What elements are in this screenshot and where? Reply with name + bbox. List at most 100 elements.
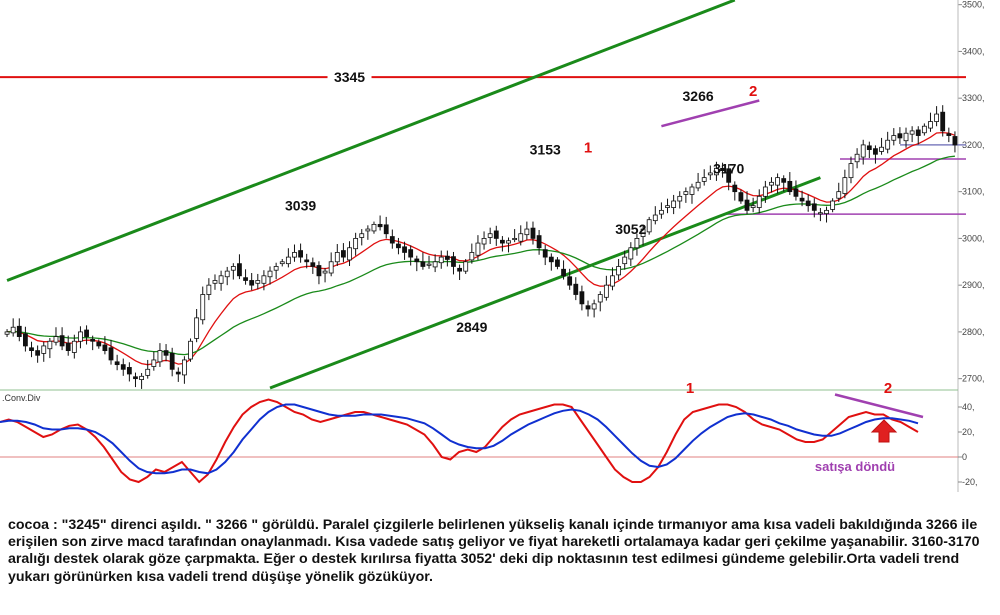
candle-body	[23, 333, 28, 347]
candle-body	[389, 236, 395, 244]
price-tick-label: 3200,	[962, 140, 985, 150]
macd-tick-label: 20,	[962, 427, 975, 437]
candle-body	[139, 375, 144, 380]
candle-body	[616, 266, 621, 276]
price-tick-label: 3300,	[962, 93, 985, 103]
candle-body	[304, 259, 310, 263]
candle-body	[555, 259, 560, 267]
candle-body	[597, 294, 603, 303]
candle-body	[212, 280, 218, 284]
candle-body	[408, 249, 414, 258]
candle-body	[860, 144, 866, 158]
price-annotation: 3170	[713, 160, 744, 176]
candle-body	[347, 247, 352, 261]
signal-line	[0, 403, 919, 475]
channel-upper-line	[6, 0, 736, 282]
candle-body	[4, 331, 10, 335]
candle-body	[603, 284, 609, 298]
candle-body	[169, 353, 175, 370]
candle-body	[512, 238, 518, 241]
candle-body	[689, 186, 695, 195]
price-annotation: 3345	[334, 69, 365, 85]
candle-body	[781, 178, 787, 183]
candle-body	[469, 252, 475, 261]
candle-body	[879, 146, 884, 152]
candle-body	[365, 228, 371, 232]
candle-body	[573, 283, 579, 295]
candle-body	[108, 347, 114, 361]
candle-body	[659, 209, 664, 215]
candle-body	[891, 135, 897, 141]
candle-body	[707, 172, 713, 176]
candle-body	[946, 133, 952, 136]
candle-body	[873, 148, 878, 155]
candle-body	[341, 250, 346, 258]
price-tick-label: 2700,	[962, 374, 985, 384]
candle-body	[805, 200, 811, 207]
candle-body	[96, 341, 102, 347]
price-tick-label: 2900,	[962, 280, 985, 290]
candle-body	[218, 275, 224, 284]
candle-body	[928, 121, 933, 129]
candle-body	[744, 199, 750, 211]
candle-body	[952, 136, 958, 146]
candle-body	[353, 238, 359, 250]
candle-body	[818, 212, 823, 215]
candle-body	[438, 256, 444, 264]
candle-body	[530, 227, 536, 239]
candle-body	[854, 153, 860, 163]
candle-body	[567, 276, 573, 286]
chart-svg: 3500, 3400, 3300, 3200, 3100, 3000, 2900, 2800,…	[0, 0, 985, 492]
macd-annotation-satis: satışa döndü	[815, 459, 895, 474]
candle-body	[701, 177, 707, 182]
candle-body	[762, 186, 768, 197]
candle-body	[732, 184, 738, 193]
candle-body	[90, 338, 96, 342]
candle-body	[273, 266, 279, 271]
candle-body	[463, 261, 469, 272]
candle-body	[224, 270, 230, 278]
candle-body	[414, 258, 420, 263]
candle-body	[775, 177, 780, 186]
candle-body	[133, 376, 138, 380]
candle-body	[328, 261, 334, 274]
candle-body	[579, 291, 585, 305]
candle-body	[267, 270, 273, 278]
candle-body	[500, 239, 505, 244]
price-tick-label: 3500,	[962, 0, 985, 10]
candle-body	[243, 277, 248, 281]
candle-body	[756, 195, 762, 208]
candle-body	[457, 267, 462, 272]
candle-body	[230, 266, 236, 271]
sell-signal-arrow-icon	[870, 419, 898, 443]
candle-body	[793, 188, 799, 197]
candle-body	[750, 205, 756, 208]
candle-body	[536, 235, 542, 249]
candle-body	[542, 249, 548, 258]
candle-body	[16, 325, 22, 337]
candle-body	[175, 371, 181, 375]
candle-body	[426, 263, 432, 266]
macd-divergence-line	[834, 393, 924, 419]
price-annotation: 3052	[615, 221, 646, 237]
candle-body	[420, 261, 426, 267]
candle-body	[652, 214, 658, 222]
candle-body	[35, 350, 41, 356]
candle-body	[285, 256, 291, 265]
candle-body	[524, 228, 530, 236]
candle-body	[292, 252, 297, 258]
candle-body	[182, 359, 187, 376]
candle-body	[194, 317, 200, 339]
candle-body	[84, 329, 89, 337]
price-annotation: 3266	[683, 88, 714, 104]
candle-body	[237, 263, 242, 277]
candle-body	[842, 177, 848, 194]
candle-body	[640, 228, 646, 237]
price-annotation: 2	[749, 83, 757, 100]
candle-body	[518, 233, 524, 242]
candle-body	[909, 130, 915, 135]
price-tick-label: 2800,	[962, 327, 985, 337]
candle-body	[163, 350, 169, 356]
candle-body	[897, 133, 903, 139]
candle-body	[866, 145, 872, 150]
